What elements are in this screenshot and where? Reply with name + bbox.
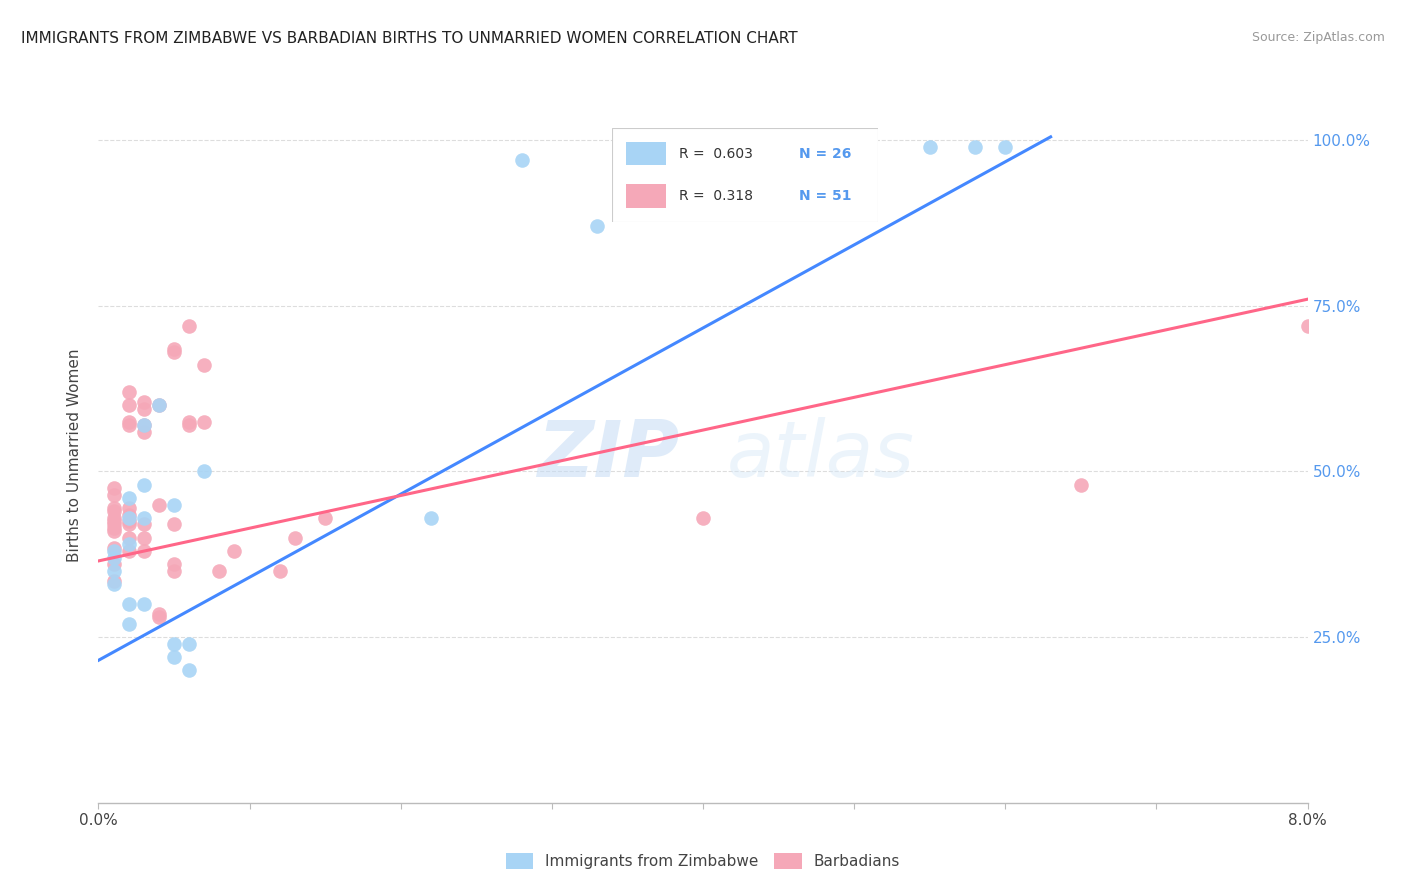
Point bbox=[420, 511, 443, 525]
Text: atlas: atlas bbox=[727, 417, 915, 493]
Point bbox=[269, 564, 291, 578]
Point bbox=[118, 491, 141, 505]
Point bbox=[510, 153, 533, 167]
Point bbox=[103, 488, 125, 502]
Point bbox=[148, 607, 170, 621]
Point bbox=[208, 564, 231, 578]
Point bbox=[586, 219, 609, 234]
Point bbox=[132, 418, 155, 433]
Point bbox=[132, 401, 155, 416]
Point bbox=[193, 359, 215, 373]
Point bbox=[163, 342, 186, 356]
Point bbox=[163, 637, 186, 651]
Point bbox=[103, 481, 125, 495]
Point bbox=[103, 577, 125, 591]
Point bbox=[163, 345, 186, 359]
Point bbox=[994, 140, 1017, 154]
Point bbox=[132, 511, 155, 525]
Point bbox=[118, 616, 141, 631]
Point bbox=[163, 558, 186, 572]
Point bbox=[224, 544, 246, 558]
Point bbox=[118, 415, 141, 429]
Point bbox=[103, 517, 125, 532]
Point bbox=[103, 504, 125, 518]
Text: Source: ZipAtlas.com: Source: ZipAtlas.com bbox=[1251, 31, 1385, 45]
Point bbox=[179, 663, 201, 677]
Y-axis label: Births to Unmarried Women: Births to Unmarried Women bbox=[67, 348, 83, 562]
Point bbox=[163, 498, 186, 512]
Point bbox=[1296, 318, 1319, 333]
Text: IMMIGRANTS FROM ZIMBABWE VS BARBADIAN BIRTHS TO UNMARRIED WOMEN CORRELATION CHAR: IMMIGRANTS FROM ZIMBABWE VS BARBADIAN BI… bbox=[21, 31, 797, 46]
Point bbox=[118, 544, 141, 558]
Point bbox=[179, 415, 201, 429]
Point bbox=[179, 318, 201, 333]
Point bbox=[179, 637, 201, 651]
Point bbox=[103, 544, 125, 558]
Point bbox=[103, 550, 125, 565]
Point bbox=[118, 508, 141, 522]
Point bbox=[692, 511, 714, 525]
Point bbox=[103, 574, 125, 588]
Point bbox=[103, 564, 125, 578]
Point bbox=[103, 514, 125, 528]
Point bbox=[118, 537, 141, 551]
Point bbox=[148, 498, 170, 512]
Point bbox=[132, 544, 155, 558]
Point bbox=[103, 511, 125, 525]
Point bbox=[132, 395, 155, 409]
Point bbox=[118, 597, 141, 611]
Point bbox=[118, 418, 141, 433]
Point bbox=[132, 425, 155, 439]
Point bbox=[118, 511, 141, 525]
Point bbox=[132, 517, 155, 532]
Point bbox=[132, 531, 155, 545]
Point bbox=[103, 541, 125, 555]
Point bbox=[118, 500, 141, 515]
Point bbox=[193, 465, 215, 479]
Point bbox=[179, 418, 201, 433]
Point bbox=[163, 564, 186, 578]
Point bbox=[118, 531, 141, 545]
Point bbox=[148, 610, 170, 624]
Point bbox=[103, 558, 125, 572]
Point bbox=[118, 514, 141, 528]
Point bbox=[118, 384, 141, 399]
Point bbox=[163, 517, 186, 532]
Point bbox=[284, 531, 307, 545]
Point bbox=[193, 415, 215, 429]
Point bbox=[103, 500, 125, 515]
Point bbox=[103, 524, 125, 538]
Point bbox=[132, 477, 155, 491]
Point bbox=[132, 597, 155, 611]
Point bbox=[314, 511, 336, 525]
Point bbox=[148, 398, 170, 412]
Point bbox=[103, 521, 125, 535]
Point bbox=[132, 418, 155, 433]
Point bbox=[1070, 477, 1092, 491]
Point bbox=[918, 140, 941, 154]
Legend: Immigrants from Zimbabwe, Barbadians: Immigrants from Zimbabwe, Barbadians bbox=[499, 847, 907, 875]
Point bbox=[118, 517, 141, 532]
Point bbox=[118, 398, 141, 412]
Text: ZIP: ZIP bbox=[537, 417, 679, 493]
Point bbox=[163, 650, 186, 665]
Point bbox=[965, 140, 987, 154]
Point bbox=[148, 398, 170, 412]
